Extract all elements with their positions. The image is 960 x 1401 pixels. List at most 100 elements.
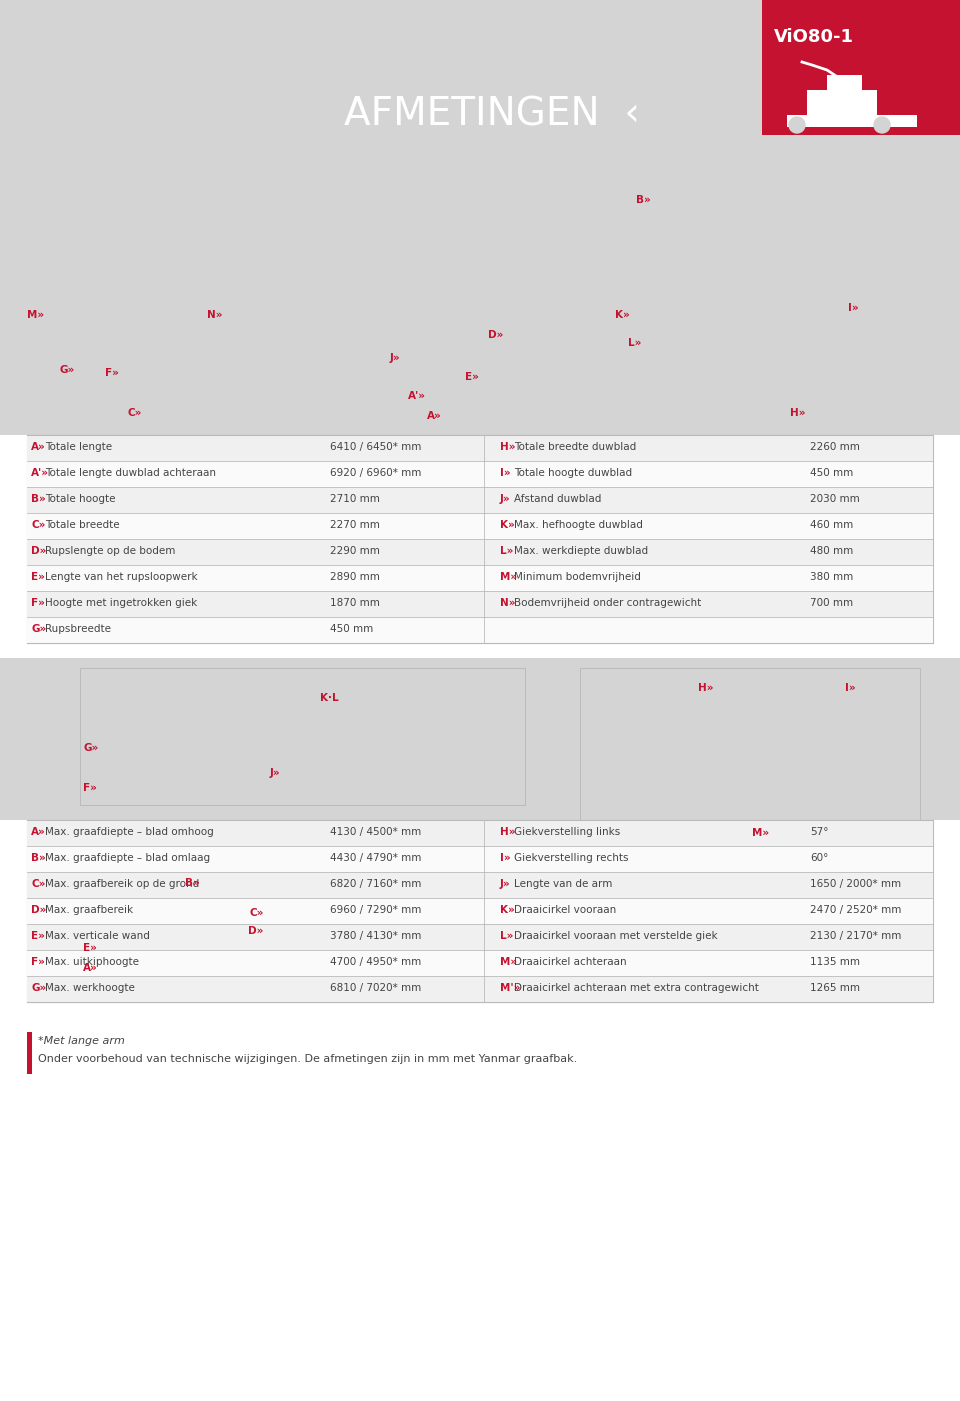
Bar [27, 846, 933, 871]
Text: D»: D» [488, 331, 503, 340]
Text: ViO80-1: ViO80-1 [774, 28, 854, 46]
Bar [27, 591, 933, 616]
Text: Minimum bodemvrijheid: Minimum bodemvrijheid [514, 572, 641, 581]
Text: C»: C» [31, 878, 45, 890]
Text: Giekverstelling rechts: Giekverstelling rechts [514, 853, 629, 863]
Text: C»: C» [128, 408, 142, 417]
Text: 3780 / 4130* mm: 3780 / 4130* mm [330, 932, 421, 941]
Text: H»: H» [500, 827, 516, 836]
Text: Lengte van de arm: Lengte van de arm [514, 878, 612, 890]
Text: I»: I» [848, 303, 858, 312]
Text: G»: G» [31, 623, 46, 635]
Bar [0, 0, 960, 134]
Bar [27, 820, 933, 846]
Text: 4130 / 4500* mm: 4130 / 4500* mm [330, 827, 421, 836]
Text: C»: C» [250, 908, 264, 918]
Bar [27, 871, 933, 898]
Text: Max. graafbereik op de grond: Max. graafbereik op de grond [45, 878, 200, 890]
Text: F»: F» [105, 368, 119, 378]
Bar [27, 461, 933, 488]
Bar [27, 565, 933, 591]
Text: Max. uitkiphoogte: Max. uitkiphoogte [45, 957, 139, 967]
Text: I»: I» [845, 684, 855, 693]
Bar [762, 0, 960, 134]
Bar [787, 115, 917, 127]
Text: 700 mm: 700 mm [810, 598, 853, 608]
Text: N»: N» [500, 598, 516, 608]
Text: 1650 / 2000* mm: 1650 / 2000* mm [810, 878, 901, 890]
Bar [27, 539, 933, 565]
Text: Max. graafdiepte – blad omlaag: Max. graafdiepte – blad omlaag [45, 853, 210, 863]
Text: Max. verticale wand: Max. verticale wand [45, 932, 150, 941]
Text: Giekverstelling links: Giekverstelling links [514, 827, 620, 836]
Text: Lengte van het rupsloopwerk: Lengte van het rupsloopwerk [45, 572, 198, 581]
Text: Totale lengte: Totale lengte [45, 441, 112, 453]
Text: 1870 mm: 1870 mm [330, 598, 380, 608]
Text: Hoogte met ingetrokken giek: Hoogte met ingetrokken giek [45, 598, 197, 608]
Circle shape [789, 118, 805, 133]
Text: Draaicirkel vooraan met verstelde giek: Draaicirkel vooraan met verstelde giek [514, 932, 718, 941]
Text: M»: M» [500, 572, 517, 581]
Bar [0, 658, 960, 820]
Text: 2270 mm: 2270 mm [330, 520, 380, 530]
Text: Totale breedte: Totale breedte [45, 520, 120, 530]
Text: G»: G» [83, 743, 98, 752]
Text: E»: E» [31, 932, 45, 941]
Text: I»: I» [500, 853, 511, 863]
Text: AFMETINGEN  ‹: AFMETINGEN ‹ [344, 95, 640, 133]
Bar [80, 668, 525, 806]
Text: H»: H» [698, 684, 713, 693]
Text: L»: L» [500, 546, 514, 556]
Text: Max. graafdiepte – blad omhoog: Max. graafdiepte – blad omhoog [45, 827, 214, 836]
Text: *Met lange arm: *Met lange arm [38, 1035, 125, 1047]
Text: N»: N» [207, 310, 223, 319]
Text: Rupslengte op de bodem: Rupslengte op de bodem [45, 546, 176, 556]
Text: Totale lengte duwblad achteraan: Totale lengte duwblad achteraan [45, 468, 216, 478]
Text: Draaicirkel vooraan: Draaicirkel vooraan [514, 905, 616, 915]
Text: 6960 / 7290* mm: 6960 / 7290* mm [330, 905, 421, 915]
Text: L»: L» [500, 932, 514, 941]
Text: L»: L» [628, 338, 641, 347]
Text: H»: H» [790, 408, 805, 417]
Text: 6820 / 7160* mm: 6820 / 7160* mm [330, 878, 421, 890]
Text: Max. graafbereik: Max. graafbereik [45, 905, 133, 915]
Bar [580, 668, 920, 857]
Text: 57°: 57° [810, 827, 828, 836]
Text: A'»: A'» [31, 468, 49, 478]
Text: 1265 mm: 1265 mm [810, 984, 860, 993]
Text: Max. werkhoogte: Max. werkhoogte [45, 984, 134, 993]
Text: 480 mm: 480 mm [810, 546, 853, 556]
Text: 460 mm: 460 mm [810, 520, 853, 530]
Text: 380 mm: 380 mm [810, 572, 853, 581]
Text: Totale hoogte duwblad: Totale hoogte duwblad [514, 468, 632, 478]
Text: Draaicirkel achteraan met extra contragewicht: Draaicirkel achteraan met extra contrage… [514, 984, 758, 993]
Text: J»: J» [500, 878, 511, 890]
Bar [27, 976, 933, 1002]
Bar [27, 434, 933, 461]
Bar [27, 925, 933, 950]
Bar [27, 616, 933, 643]
Text: A'»: A'» [408, 391, 426, 401]
Text: F»: F» [83, 783, 97, 793]
Text: J»: J» [500, 495, 511, 504]
Text: A»: A» [427, 410, 442, 420]
Text: J»: J» [270, 768, 280, 778]
Text: 4700 / 4950* mm: 4700 / 4950* mm [330, 957, 421, 967]
Text: 6810 / 7020* mm: 6810 / 7020* mm [330, 984, 421, 993]
Text: F»: F» [31, 598, 45, 608]
Bar [0, 134, 960, 434]
Text: Rupsbreedte: Rupsbreedte [45, 623, 111, 635]
Text: M»: M» [752, 828, 769, 838]
Text: B»: B» [31, 853, 46, 863]
Text: 2130 / 2170* mm: 2130 / 2170* mm [810, 932, 901, 941]
Bar [27, 820, 933, 1002]
Text: 1135 mm: 1135 mm [810, 957, 860, 967]
Bar [827, 76, 862, 92]
Text: D»: D» [31, 546, 46, 556]
Text: Max. hefhoogte duwblad: Max. hefhoogte duwblad [514, 520, 643, 530]
Text: 6410 / 6450* mm: 6410 / 6450* mm [330, 441, 421, 453]
Text: K»: K» [500, 520, 515, 530]
Bar [27, 1033, 32, 1075]
Text: 2030 mm: 2030 mm [810, 495, 860, 504]
Text: I»: I» [500, 468, 511, 478]
